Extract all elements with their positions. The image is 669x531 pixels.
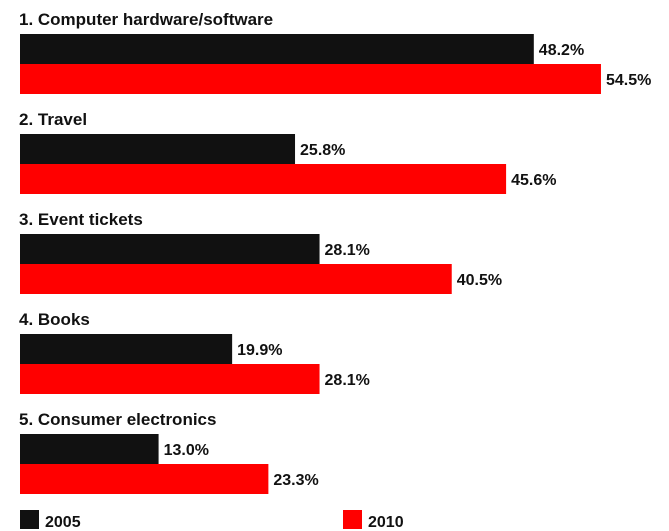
category-label: 2. Travel — [19, 110, 87, 129]
category-label: 1. Computer hardware/software — [19, 10, 273, 29]
value-label: 28.1% — [325, 242, 370, 259]
bar-2010-3 — [20, 264, 452, 294]
value-label: 54.5% — [606, 72, 651, 89]
legend-label-2005: 2005 — [45, 514, 81, 531]
bars-layer: 1. Computer hardware/software 48.2% 54.5% 2… — [19, 10, 651, 494]
bar-2005-5 — [20, 434, 159, 464]
bar-2005-4 — [20, 334, 233, 364]
legend-label-2010: 2010 — [368, 514, 404, 531]
legend-swatch-2010 — [343, 510, 362, 529]
value-label: 13.0% — [164, 442, 209, 459]
bar-2010-1 — [20, 64, 601, 94]
bar-2010-4 — [20, 364, 320, 394]
value-label: 25.8% — [300, 142, 345, 159]
bar-2010-2 — [20, 164, 507, 194]
bar-2005-3 — [20, 234, 320, 264]
category-label: 4. Books — [19, 310, 90, 329]
legend-swatch-2005 — [20, 510, 39, 529]
bar-2010-5 — [20, 464, 269, 494]
bar-2005-2 — [20, 134, 296, 164]
category-label: 5. Consumer electronics — [19, 410, 216, 429]
bar-2005-1 — [20, 34, 534, 64]
value-label: 48.2% — [539, 42, 584, 59]
value-label: 45.6% — [511, 172, 556, 189]
value-label: 28.1% — [325, 372, 370, 389]
category-label: 3. Event tickets — [19, 210, 143, 229]
value-label: 40.5% — [457, 272, 502, 289]
value-label: 23.3% — [273, 472, 318, 489]
legend: 2005 2010 — [20, 510, 404, 531]
value-label: 19.9% — [237, 342, 282, 359]
